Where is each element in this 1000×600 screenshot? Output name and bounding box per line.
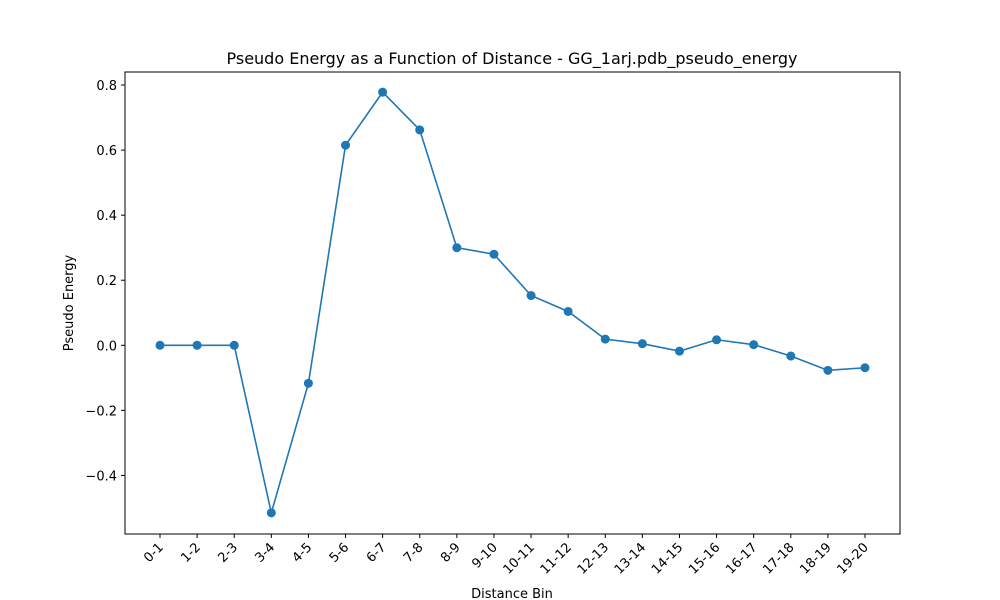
y-tick-label: 0.4: [96, 209, 117, 224]
data-point: [674, 346, 684, 356]
data-point: [749, 340, 759, 350]
data-point: [786, 351, 796, 361]
series-line: [160, 90, 866, 514]
data-point: [526, 291, 536, 301]
data-point: [489, 249, 499, 259]
data-point: [415, 125, 425, 135]
data-point: [600, 334, 610, 344]
plot-frame: [124, 71, 901, 535]
data-point: [712, 335, 722, 345]
data-point: [563, 306, 573, 316]
data-point: [378, 87, 388, 97]
y-tick-label: 0.8: [96, 79, 117, 94]
data-point: [341, 140, 351, 150]
data-point: [823, 365, 833, 375]
data-point: [266, 508, 276, 518]
y-tick-label: 0.0: [96, 339, 117, 354]
data-point: [229, 340, 239, 350]
y-axis-label: Pseudo Energy: [62, 254, 77, 351]
data-point: [860, 363, 870, 373]
x-axis-label: Distance Bin: [471, 587, 553, 600]
y-tick-label: 0.2: [96, 274, 117, 289]
data-point: [303, 378, 313, 388]
y-tick-label: −0.2: [85, 404, 117, 419]
data-point: [452, 243, 462, 253]
y-tick-label: 0.6: [96, 144, 117, 159]
data-point: [155, 340, 165, 350]
data-point: [192, 340, 202, 350]
y-tick-label: −0.4: [85, 469, 117, 484]
data-point: [637, 339, 647, 349]
chart-title: Pseudo Energy as a Function of Distance …: [226, 49, 797, 69]
